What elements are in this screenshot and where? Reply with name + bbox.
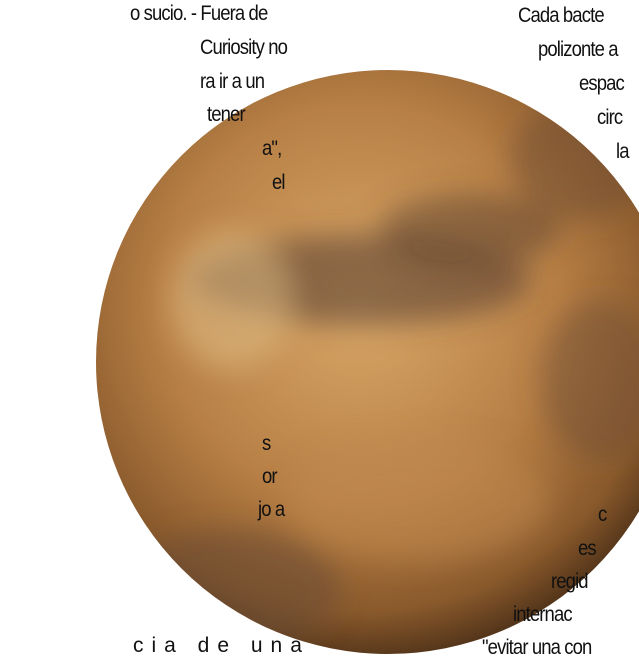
text-line: espac	[579, 72, 625, 95]
text-line: tener	[207, 103, 246, 126]
text-line: o sucio. - Fuera de	[130, 2, 268, 25]
text-line: "evitar una con	[482, 636, 592, 659]
text-line: or	[262, 465, 278, 488]
text-line: regid	[551, 570, 589, 593]
text-line: ra ir a un	[200, 70, 265, 93]
text-line: el	[272, 171, 286, 194]
text-line: la	[616, 140, 630, 163]
surface-features	[120, 100, 639, 650]
text-line: Curiosity no	[200, 36, 288, 59]
text-line: cia de una	[133, 634, 310, 657]
text-line: polizonte a	[538, 38, 619, 61]
text-line: s	[262, 432, 271, 455]
text-line: es	[578, 537, 597, 560]
text-line: jo a	[258, 498, 285, 521]
text-line: Cada bacte	[518, 4, 605, 27]
text-line: a",	[262, 137, 282, 160]
text-line: internac	[513, 603, 573, 626]
text-line: circ	[597, 106, 623, 129]
text-line: c	[598, 503, 607, 526]
